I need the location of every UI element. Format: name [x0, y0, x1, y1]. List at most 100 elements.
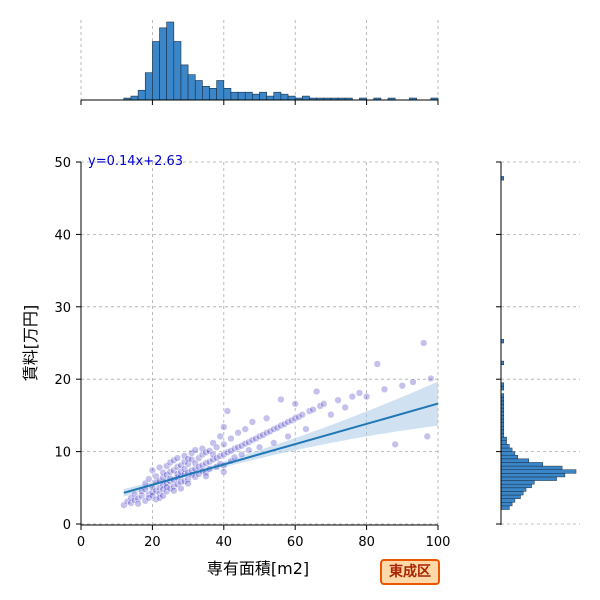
scatter-point-133	[277, 395, 285, 404]
x-tick-label-0: 0	[77, 535, 85, 550]
top-hist-bar-21	[273, 91, 282, 101]
top-hist-bar-22	[280, 93, 289, 101]
scatter-point-115	[238, 450, 246, 459]
scatter-point-121	[248, 418, 257, 426]
scatter-point-124	[255, 443, 264, 451]
scatter-point-145	[312, 387, 321, 396]
scatter-point-86	[202, 448, 210, 456]
right-hist-bar-2	[500, 498, 516, 503]
scatter-point-158	[409, 378, 417, 386]
scatter-point-144	[309, 405, 317, 414]
right-hist-bar-19	[500, 436, 507, 441]
scatter-point-84	[202, 459, 210, 467]
scatter-point-62	[180, 477, 189, 485]
scatter-point-58	[177, 484, 185, 493]
scatter-point-128	[266, 427, 274, 435]
scatter-point-66	[184, 460, 192, 468]
scatter-point-27	[155, 463, 164, 472]
scatter-point-99	[216, 432, 224, 441]
scatter-point-114	[238, 442, 246, 450]
scatter-point-22	[152, 495, 160, 504]
right-hist-bar-8	[500, 476, 557, 481]
scatter-point-81	[198, 450, 207, 459]
top-hist-bar-12	[209, 88, 217, 101]
right-hist-bar-0	[500, 505, 510, 510]
scatter-point-122	[252, 434, 260, 443]
right-hist-bar-7	[500, 480, 535, 485]
scatter-point-135	[284, 418, 292, 426]
scatter-point-134	[280, 420, 289, 428]
scatter-point-93	[209, 439, 217, 447]
scatter-point-100	[220, 450, 228, 459]
top-hist-bar-2	[137, 89, 146, 101]
scatter-point-96	[213, 443, 221, 451]
right-hist-bar-6	[500, 483, 532, 489]
ward-badge: 東成区	[380, 559, 440, 585]
scatter-point-130	[270, 439, 278, 447]
scatter-point-33	[159, 492, 167, 500]
scatter-point-156	[391, 440, 399, 449]
top-hist-bar-8	[180, 64, 189, 101]
scatter-point-45	[170, 482, 178, 491]
regression-line-layer	[123, 402, 439, 494]
scatter-point-118	[245, 438, 253, 446]
scatter-point-141	[298, 411, 306, 419]
top-hist-bar-13	[216, 80, 225, 101]
top-hist-bar-18	[252, 93, 260, 101]
top-hist-bar-6	[166, 21, 175, 101]
scatter-point-152	[355, 389, 364, 397]
top-hist-bar-20	[266, 95, 275, 101]
scatter-point-97	[216, 452, 224, 460]
x-axis-label: 専有面積[m2]	[207, 559, 309, 578]
scatter-point-138	[291, 414, 299, 422]
regression-equation: y=0.14x+2.63	[88, 154, 183, 169]
scatter-point-5	[130, 490, 139, 498]
scatter-point-132	[277, 421, 285, 430]
scatter-points	[120, 339, 435, 509]
scatter-point-25	[155, 489, 164, 498]
scatter-point-94	[213, 454, 221, 462]
x-tick-label-100: 100	[426, 535, 451, 550]
scatter-point-102	[220, 440, 228, 449]
scatter-point-117	[241, 425, 249, 433]
scatter-point-23	[152, 472, 160, 480]
scatter-point-41	[166, 468, 174, 476]
y-tick-label-30: 30	[54, 301, 71, 316]
y-tick-label-20: 20	[54, 373, 71, 388]
scatter-point-126	[262, 429, 271, 437]
scatter-point-38	[163, 483, 171, 491]
top-hist-bar-1	[130, 95, 139, 101]
right-marginal-histogram	[496, 161, 577, 525]
scatter-point-77	[195, 463, 203, 471]
scatter-point-136	[284, 432, 292, 441]
top-hist-bar-23	[287, 95, 296, 101]
right-hist-bar-15	[500, 451, 516, 456]
scatter-point-28	[155, 494, 164, 502]
right-hist-bar-16	[500, 447, 513, 452]
scatter-point-161	[427, 374, 435, 383]
x-tick-label-60: 60	[287, 535, 304, 550]
scatter-point-107	[227, 447, 235, 455]
top-hist-bar-10	[194, 80, 203, 101]
y-axis-label: 賃料[万円]	[21, 305, 40, 382]
scatter-point-147	[320, 400, 328, 408]
scatter-point-19	[148, 466, 157, 475]
top-hist-bar-9	[187, 74, 196, 101]
scatter-point-48	[170, 456, 178, 464]
scatter-point-149	[334, 396, 342, 404]
scatter-point-40	[166, 484, 174, 493]
scatter-point-143	[305, 407, 314, 415]
right-hist-bar-12	[500, 462, 543, 467]
scatter-point-91	[209, 455, 217, 464]
scatter-point-125	[259, 431, 267, 439]
top-hist-bar-15	[230, 91, 239, 101]
scatter-point-109	[227, 434, 235, 443]
top-hist-bar-25	[302, 95, 310, 101]
scatter-point-68	[184, 479, 192, 488]
top-hist-bar-14	[223, 88, 232, 101]
scatter-point-7	[134, 500, 142, 508]
scatter-point-160	[423, 432, 431, 441]
axes: 0 20 40 60 80 100 0 10 20 30 40 50	[54, 156, 450, 550]
